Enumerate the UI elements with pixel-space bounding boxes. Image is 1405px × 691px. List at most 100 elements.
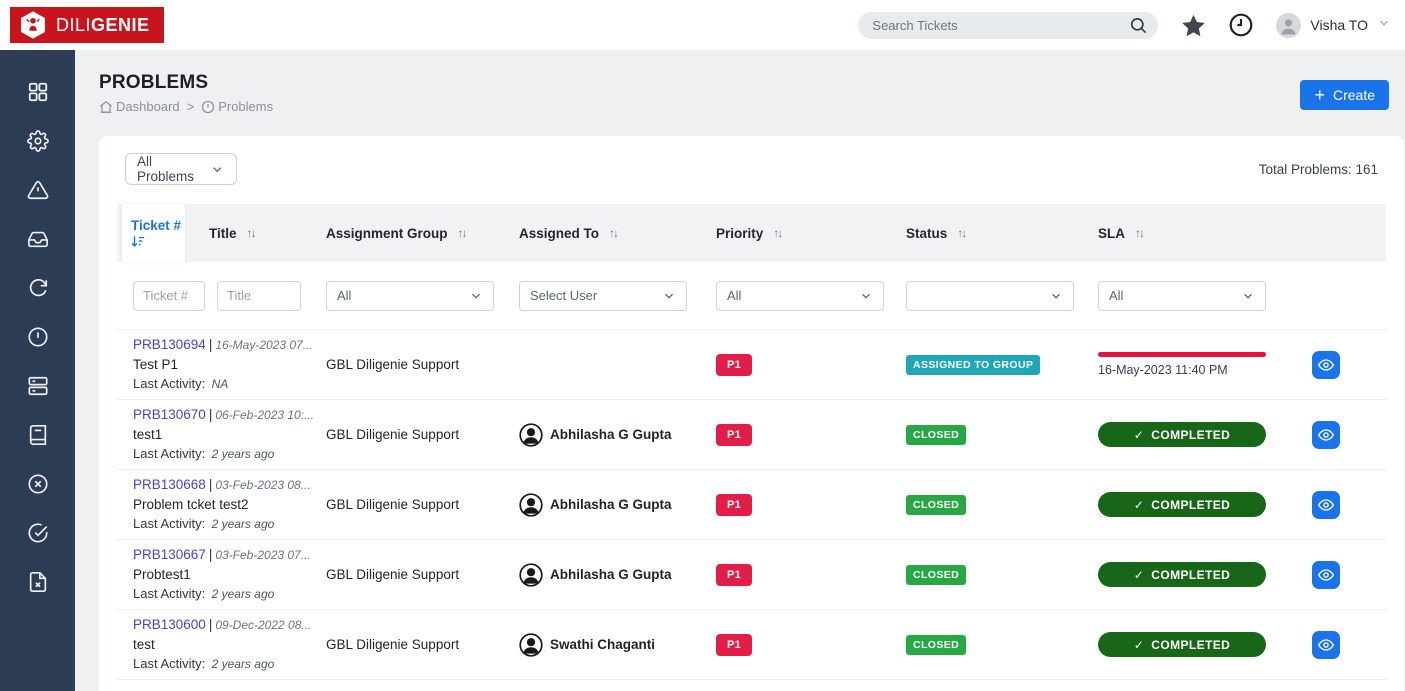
ticket-number-link[interactable]: PRB130667	[133, 547, 206, 563]
sla-completed-label: COMPLETED	[1151, 637, 1231, 652]
chevron-down-icon	[665, 293, 673, 299]
favorites-star-icon[interactable]	[1180, 12, 1206, 38]
ticket-created-date: 09-Dec-2022 08...	[215, 618, 312, 633]
last-activity-value: 2 years ago	[208, 587, 275, 602]
last-activity-label: Last Activity:	[133, 656, 206, 672]
sla-filter-select[interactable]: All	[1098, 280, 1266, 311]
view-ticket-button[interactable]	[1312, 630, 1340, 659]
view-ticket-button[interactable]	[1312, 350, 1340, 379]
title-filter-input[interactable]	[217, 280, 301, 311]
sidebar-item-assets[interactable]	[0, 361, 75, 410]
last-activity-value: 2 years ago	[208, 447, 275, 462]
top-header: DILIGENIE Visha TO	[0, 0, 1405, 50]
sidebar-item-dashboard[interactable]	[0, 67, 75, 116]
sla-completed-label: COMPLETED	[1151, 567, 1231, 582]
last-activity-value: NA	[208, 377, 229, 392]
view-ticket-button[interactable]	[1312, 420, 1340, 449]
sidebar-item-cancelled[interactable]	[0, 459, 75, 508]
ticket-separator: |	[208, 547, 213, 563]
sla-completed-label: COMPLETED	[1151, 497, 1231, 512]
last-activity-label: Last Activity:	[133, 446, 206, 462]
table-row: PRB130694 | 16-May-2023 07... Test P1 Last…	[117, 330, 1386, 400]
brand-name: DILIGENIE	[56, 14, 150, 35]
assignee-avatar	[519, 492, 543, 517]
status-badge: ASSIGNED TO GROUP	[906, 354, 1041, 375]
home-icon	[100, 100, 112, 113]
ticket-number-link[interactable]: PRB130600	[133, 617, 206, 633]
ticket-number-link[interactable]: PRB130668	[133, 477, 206, 493]
priority-badge: P1	[716, 633, 753, 656]
check-icon: ✓	[1133, 637, 1145, 652]
create-button[interactable]: + Create	[1300, 80, 1389, 110]
column-header-ticket[interactable]: Ticket #	[122, 204, 185, 262]
search-input[interactable]	[858, 11, 1159, 39]
ticket-number-link[interactable]: PRB130670	[133, 407, 206, 423]
assignee-avatar	[519, 562, 543, 587]
user-menu[interactable]: Visha TO	[1276, 12, 1391, 38]
ticket-filter-input[interactable]	[133, 280, 205, 311]
eye-icon	[1318, 638, 1334, 651]
column-header-status[interactable]: Status ↑↓	[906, 225, 967, 241]
assignment-group-filter-select[interactable]: All	[326, 280, 494, 311]
ticket-title: Probtest1	[133, 566, 191, 582]
user-avatar	[1276, 12, 1302, 38]
priority-badge: P1	[716, 423, 753, 446]
assigned-to-filter-select[interactable]: Select User	[519, 280, 687, 311]
ticket-created-date: 03-Feb-2023 08...	[215, 478, 311, 493]
ticket-separator: |	[208, 407, 213, 423]
chevron-down-icon	[472, 293, 480, 299]
ticket-separator: |	[208, 617, 213, 633]
column-header-priority[interactable]: Priority ↑↓	[716, 225, 783, 241]
plus-icon: +	[1314, 85, 1325, 105]
sort-icon: ↑↓	[609, 226, 619, 240]
priority-badge: P1	[716, 353, 753, 376]
sidebar-item-changes-refresh[interactable]	[0, 263, 75, 312]
sidebar-item-knowledge[interactable]	[0, 410, 75, 459]
view-ticket-button[interactable]	[1312, 560, 1340, 589]
ticket-created-date: 16-May-2023 07...	[215, 338, 313, 353]
sidebar-item-incidents[interactable]	[0, 165, 75, 214]
ticket-title: Test P1	[133, 356, 179, 372]
sidebar-item-export-report[interactable]	[0, 557, 75, 606]
table-filter-row: All Select User All All	[117, 262, 1386, 330]
column-header-assigned-to[interactable]: Assigned To ↑↓	[519, 225, 619, 241]
assignment-group: GBL Diligenie Support	[326, 497, 460, 512]
sidebar-item-problems[interactable]	[0, 312, 75, 361]
ticket-created-date: 06-Feb-2023 10:...	[215, 408, 315, 423]
ticket-number-link[interactable]: PRB130694	[133, 337, 206, 353]
priority-filter-select[interactable]: All	[716, 280, 884, 311]
column-header-assignment-group[interactable]: Assignment Group ↑↓	[326, 225, 468, 241]
last-activity-value: 2 years ago	[208, 517, 275, 532]
sidebar-item-approvals[interactable]	[0, 508, 75, 557]
genie-logo-icon	[18, 10, 48, 40]
search-icon[interactable]	[1129, 16, 1148, 35]
status-badge: CLOSED	[906, 564, 967, 585]
breadcrumb-dashboard[interactable]: Dashboard	[99, 99, 180, 114]
breadcrumb: Dashboard > Problems	[99, 99, 273, 114]
view-ticket-button[interactable]	[1312, 490, 1340, 519]
history-clock-icon[interactable]	[1228, 12, 1254, 38]
chevron-down-icon	[862, 293, 870, 299]
ticket-created-date: 03-Feb-2023 07...	[215, 548, 311, 563]
sidebar-item-requests-inbox[interactable]	[0, 214, 75, 263]
assignee: Abhilasha G Gupta	[519, 562, 716, 587]
assignee: Swathi Chaganti	[519, 632, 716, 657]
app-logo[interactable]: DILIGENIE	[10, 7, 164, 43]
alert-circle-icon	[202, 100, 215, 113]
column-header-title[interactable]: Title ↑↓	[209, 225, 257, 241]
sidebar-item-settings[interactable]	[0, 116, 75, 165]
column-header-sla[interactable]: SLA ↑↓	[1098, 225, 1145, 241]
sla-completed-pill: ✓ COMPLETED	[1098, 422, 1266, 447]
assignee-name: Abhilasha G Gupta	[550, 567, 672, 582]
last-activity-label: Last Activity:	[133, 376, 206, 392]
sla-completed-pill: ✓ COMPLETED	[1098, 562, 1266, 587]
chevron-down-icon	[1052, 293, 1060, 299]
assignment-group: GBL Diligenie Support	[326, 637, 460, 652]
sort-icon: ↑↓	[246, 226, 257, 240]
search-bar	[858, 11, 1159, 39]
table-header-row: Ticket # Title ↑↓ Assignment Group ↑↓ Assi…	[117, 204, 1386, 262]
view-filter-select[interactable]: All Problems	[125, 153, 237, 185]
status-badge: CLOSED	[906, 494, 967, 515]
status-filter-select[interactable]	[906, 280, 1074, 311]
assignee-avatar	[519, 422, 543, 447]
